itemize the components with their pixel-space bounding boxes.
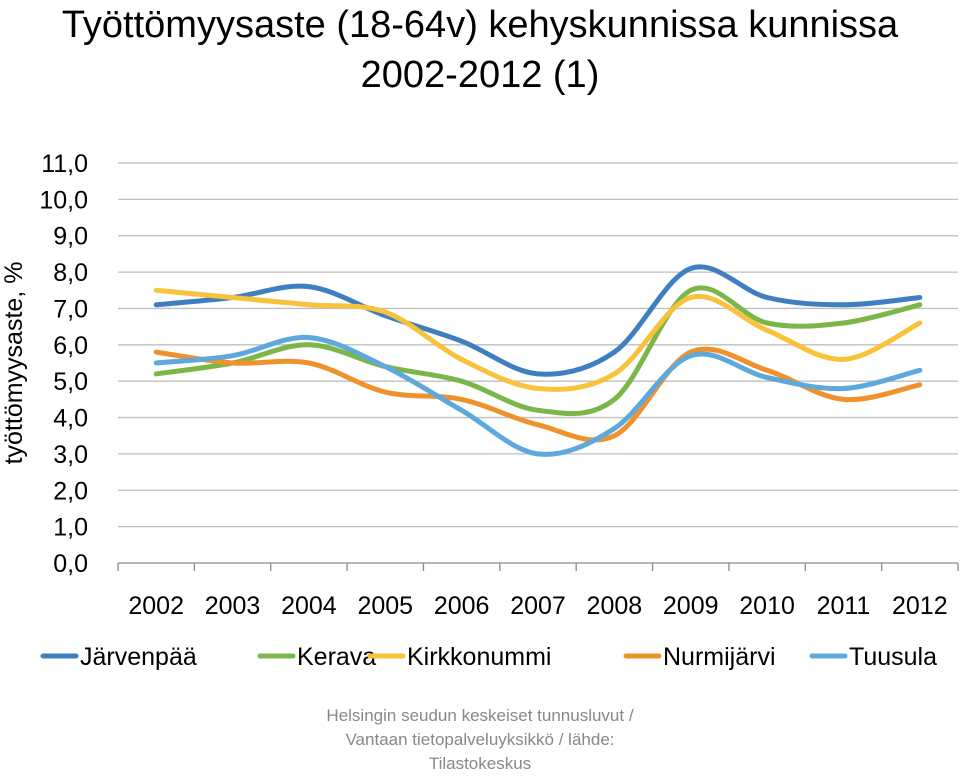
y-tick-label: 9,0 bbox=[53, 223, 88, 251]
x-tick-label: 2009 bbox=[663, 592, 719, 620]
y-tick-label: 4,0 bbox=[53, 405, 88, 433]
y-axis-title: työttömyysaste, % bbox=[0, 262, 28, 465]
legend-label: Nurmijärvi bbox=[663, 643, 776, 671]
source-note: Helsingin seudun keskeiset tunnusluvut /… bbox=[260, 704, 700, 776]
line-chart: 0,0 1,0 2,0 3,0 4,0 5,0 6,0 7,0 8,0 9,0 10,0 11,0 20… bbox=[0, 150, 959, 671]
legend-label: Järvenpää bbox=[80, 643, 197, 671]
y-tick-label: 5,0 bbox=[53, 368, 88, 396]
x-tick-label: 2004 bbox=[281, 592, 337, 620]
y-tick-label: 0,0 bbox=[53, 550, 88, 578]
y-tick-label: 10,0 bbox=[39, 186, 88, 214]
legend: Järvenpää Kerava Kirkkonummi Nurmijärvi Tuus… bbox=[40, 643, 937, 671]
y-tick-label: 1,0 bbox=[53, 514, 88, 542]
y-tick-label: 2,0 bbox=[53, 477, 88, 505]
source-line-3: Tilastokeskus bbox=[428, 754, 532, 773]
x-tick-label: 2003 bbox=[205, 592, 261, 620]
x-tick-label: 2008 bbox=[587, 592, 643, 620]
x-tick-label: 2006 bbox=[434, 592, 490, 620]
y-tick-label: 3,0 bbox=[53, 441, 88, 469]
gridlines bbox=[118, 162, 958, 564]
y-tick-label: 11,0 bbox=[41, 150, 88, 178]
x-tick-label: 2007 bbox=[510, 592, 566, 620]
chart-title-line-2: 2002-2012 (1) bbox=[360, 54, 600, 96]
series-line-0 bbox=[153, 264, 923, 377]
series-lines bbox=[153, 264, 923, 457]
legend-label: Kirkkonummi bbox=[407, 643, 551, 671]
x-tick-label: 2005 bbox=[357, 592, 413, 620]
series-line-1 bbox=[153, 285, 923, 417]
y-tick-label: 8,0 bbox=[53, 259, 88, 287]
series-line-3 bbox=[153, 346, 923, 443]
legend-label: Tuusula bbox=[849, 643, 937, 671]
legend-label: Kerava bbox=[297, 643, 376, 671]
y-tick-label: 6,0 bbox=[53, 332, 88, 360]
chart-title: Työttömyysaste (18-64v) kehyskunnissa ku… bbox=[0, 0, 960, 100]
series-line-4 bbox=[153, 334, 923, 457]
source-line-1: Helsingin seudun keskeiset tunnusluvut / bbox=[326, 706, 634, 725]
x-tick-label: 2002 bbox=[128, 592, 184, 620]
chart-title-line-1: Työttömyysaste (18-64v) kehyskunnissa ku… bbox=[61, 4, 899, 46]
y-tick-label: 7,0 bbox=[53, 295, 88, 323]
x-tick-label: 2011 bbox=[817, 592, 871, 620]
x-tick-label: 2010 bbox=[739, 592, 795, 620]
axes: 0,0 1,0 2,0 3,0 4,0 5,0 6,0 7,0 8,0 9,0 10,0 11,0 20… bbox=[0, 150, 959, 620]
source-line-2: Vantaan tietopalveluyksikkö / lähde: bbox=[345, 730, 615, 749]
series-line-2 bbox=[153, 287, 923, 392]
x-tick-label: 2012 bbox=[892, 592, 948, 620]
